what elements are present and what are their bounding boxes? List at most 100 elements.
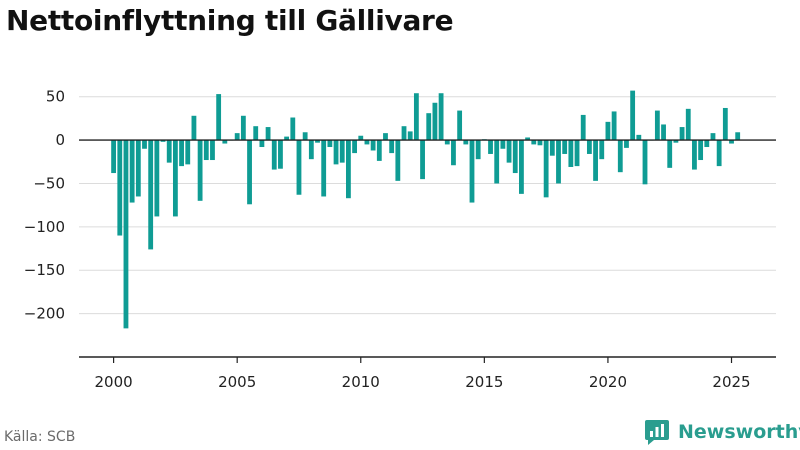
bar — [512, 140, 518, 174]
bar — [617, 140, 623, 173]
bar — [210, 140, 215, 161]
bar — [451, 140, 456, 166]
bar — [247, 140, 252, 205]
bar — [166, 140, 172, 163]
bar — [568, 140, 574, 167]
bar — [284, 136, 290, 141]
bar — [556, 140, 561, 184]
bar — [506, 140, 512, 163]
bar — [352, 140, 357, 154]
bar — [469, 140, 475, 203]
bar — [370, 140, 376, 151]
bar — [395, 140, 401, 181]
bar — [135, 140, 141, 197]
chart-title: Nettoinflyttning till Gällivare — [6, 4, 454, 37]
bar — [722, 107, 728, 141]
bar — [593, 140, 598, 181]
bar — [642, 140, 648, 185]
y-tick-label: −100 — [24, 218, 65, 236]
bar — [265, 127, 271, 141]
bar — [302, 132, 308, 141]
bar — [562, 140, 568, 154]
bar — [475, 140, 481, 160]
bar — [432, 102, 438, 141]
bar — [519, 140, 524, 194]
bar — [624, 140, 629, 148]
bar — [278, 140, 283, 169]
bar — [710, 133, 716, 141]
bar — [407, 131, 413, 141]
bar — [729, 140, 734, 144]
chat-bubble-chart-icon — [645, 420, 669, 445]
bar — [420, 140, 425, 180]
gridlines — [79, 96, 776, 315]
bar — [586, 140, 592, 154]
bar — [271, 140, 277, 170]
bar — [679, 127, 685, 141]
brand-name: Newsworthy — [678, 421, 800, 443]
x-tick-label: 2010 — [342, 373, 380, 391]
x-tick-label: 2025 — [712, 373, 750, 391]
bar — [160, 140, 166, 142]
bar — [457, 110, 463, 141]
x-tick-label: 2000 — [95, 373, 133, 391]
bar — [172, 140, 178, 217]
bar — [673, 140, 679, 143]
bar — [698, 140, 704, 161]
bar — [654, 110, 660, 141]
bar — [494, 140, 500, 184]
bar — [716, 140, 722, 167]
bar — [537, 140, 543, 146]
bar — [321, 140, 327, 197]
bar — [179, 140, 184, 167]
bar — [327, 140, 333, 148]
bar — [500, 140, 506, 149]
bar — [580, 114, 586, 141]
bar — [426, 113, 432, 141]
bar — [290, 117, 296, 141]
bar — [525, 137, 531, 141]
y-tick-label: 0 — [55, 131, 65, 149]
bar — [253, 126, 259, 141]
bar — [383, 133, 388, 141]
bar — [605, 121, 611, 141]
bar — [376, 140, 382, 161]
bar — [364, 140, 370, 145]
x-tick-label: 2020 — [589, 373, 627, 391]
y-tick-label: 50 — [46, 88, 65, 106]
bar — [203, 140, 209, 161]
bar — [531, 140, 537, 145]
bars — [111, 90, 741, 329]
bar — [339, 140, 345, 163]
x-tick-label: 2015 — [465, 373, 503, 391]
bar — [111, 140, 117, 174]
bar — [444, 140, 450, 145]
bar — [191, 115, 197, 141]
bar — [692, 140, 697, 170]
bar — [611, 111, 617, 141]
bar — [148, 140, 154, 250]
bar — [185, 140, 191, 165]
bar — [117, 140, 123, 236]
y-tick-label: −150 — [24, 261, 65, 279]
bar — [661, 124, 666, 141]
bar — [234, 133, 240, 141]
bar — [599, 140, 605, 160]
bar — [315, 140, 320, 143]
brand-logo[interactable]: Newsworthy — [644, 418, 800, 446]
bar — [667, 140, 673, 168]
bar — [574, 140, 580, 167]
bar — [389, 140, 395, 154]
bar — [222, 140, 228, 144]
y-tick-label: −200 — [24, 305, 65, 323]
source-note: Källa: SCB — [4, 429, 76, 445]
bar — [345, 140, 351, 199]
bar — [401, 126, 407, 141]
bar — [685, 108, 691, 141]
bar — [240, 115, 246, 141]
bar — [488, 140, 493, 154]
y-axis-labels: 50 0 −50 −100 −150 −200 — [24, 88, 65, 323]
bar — [358, 135, 364, 141]
x-tick-label: 2005 — [218, 373, 256, 391]
